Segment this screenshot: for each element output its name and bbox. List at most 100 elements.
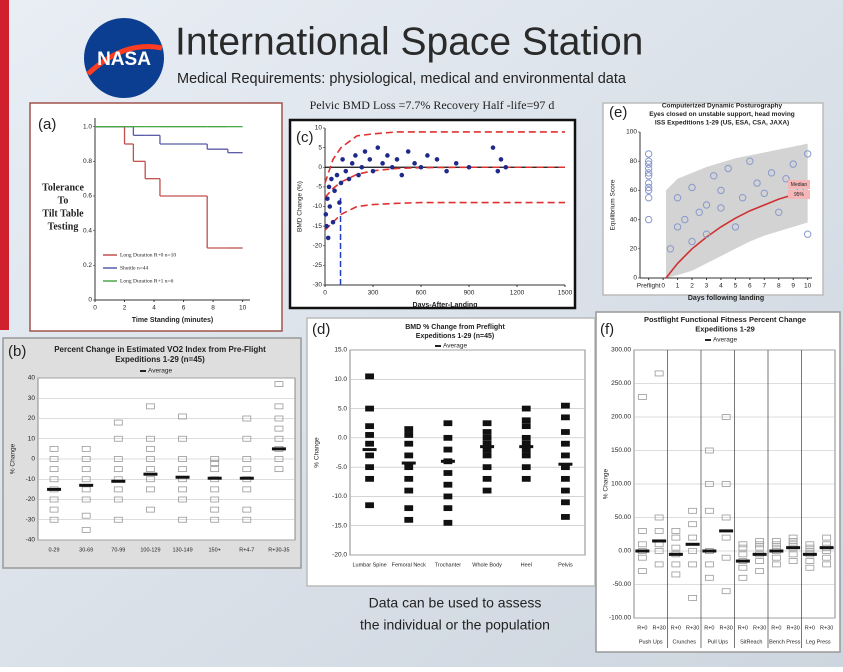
panel bbox=[288, 118, 577, 310]
legend-label: Long Duration R+1 n=6 bbox=[120, 278, 174, 284]
data-point bbox=[242, 486, 252, 493]
chart-title: Computerized Dynamic Posturography bbox=[662, 103, 783, 110]
y-tick-label: -30 bbox=[26, 516, 36, 523]
average-bar bbox=[702, 549, 717, 553]
data-point bbox=[721, 514, 731, 521]
data-point bbox=[443, 493, 453, 500]
y-tick-label: 0 bbox=[31, 456, 35, 463]
data-point bbox=[771, 538, 781, 544]
data-point bbox=[688, 548, 698, 554]
x-tick-label: 8 bbox=[211, 305, 215, 312]
data-point bbox=[644, 215, 653, 224]
x-tick-label: 1200 bbox=[510, 290, 525, 297]
data-point bbox=[755, 568, 765, 574]
x-tick-label: 0 bbox=[93, 305, 97, 312]
data-point bbox=[274, 425, 284, 432]
data-point bbox=[49, 476, 59, 483]
data-point bbox=[81, 486, 91, 493]
data-point bbox=[688, 534, 698, 541]
y-axis-label: Tolerance bbox=[42, 182, 84, 193]
x-tick-label: 100-129 bbox=[140, 547, 160, 553]
data-point bbox=[673, 194, 682, 202]
data-point bbox=[671, 528, 681, 534]
data-point bbox=[746, 157, 754, 165]
data-point bbox=[561, 452, 570, 459]
data-point bbox=[113, 496, 123, 503]
data-point bbox=[146, 403, 155, 410]
data-point bbox=[178, 456, 187, 462]
y-tick-label: 0 bbox=[318, 164, 322, 171]
data-point bbox=[704, 481, 714, 487]
data-point bbox=[561, 414, 570, 421]
y-tick-label: 5 bbox=[318, 144, 322, 151]
data-point bbox=[702, 230, 711, 238]
data-point bbox=[788, 534, 798, 541]
data-point bbox=[503, 164, 509, 170]
data-point bbox=[434, 157, 440, 162]
x-tick-label: 1 bbox=[676, 283, 680, 290]
plot-area bbox=[349, 349, 586, 556]
data-point bbox=[380, 161, 385, 166]
data-point bbox=[755, 558, 765, 564]
y-tick-label: -100.00 bbox=[609, 615, 631, 622]
data-point bbox=[644, 169, 653, 177]
data-point bbox=[721, 588, 731, 595]
data-point bbox=[717, 204, 725, 212]
data-point bbox=[210, 516, 220, 523]
data-point bbox=[561, 475, 570, 482]
fit-line bbox=[665, 189, 808, 279]
data-point bbox=[412, 161, 417, 166]
legend-label: Shuttle n=44 bbox=[120, 265, 149, 271]
data-point bbox=[81, 512, 91, 519]
average-bar bbox=[440, 459, 455, 463]
y-tick-label: 250.00 bbox=[611, 380, 631, 387]
data-point bbox=[755, 544, 765, 551]
data-point bbox=[385, 153, 390, 158]
average-bar bbox=[111, 479, 126, 483]
data-point bbox=[717, 186, 725, 195]
x-tick-label: 10 bbox=[804, 283, 812, 290]
x-tick-label: R+30 bbox=[820, 625, 833, 631]
chart-title: ISS Expeditions 1-29 (US, ESA, CSA, JAXA… bbox=[655, 120, 789, 127]
x-axis-label: Days-After-Landing bbox=[413, 302, 478, 309]
y-tick-label: 15.0 bbox=[334, 347, 347, 354]
x-tick-label: R+4-7 bbox=[239, 547, 254, 553]
data-point bbox=[775, 208, 783, 217]
x-tick-label: 0 bbox=[661, 283, 665, 290]
x-tick-label: Pelvis bbox=[558, 562, 573, 568]
data-point bbox=[49, 516, 59, 523]
data-point bbox=[805, 541, 815, 548]
x-tick-label: 150+ bbox=[208, 547, 220, 553]
legend-label: Average bbox=[713, 337, 737, 344]
data-point bbox=[242, 456, 252, 462]
y-axis-label: To bbox=[58, 195, 69, 206]
data-point bbox=[343, 168, 349, 174]
data-point bbox=[704, 507, 714, 514]
y-tick-label: 0.2 bbox=[83, 262, 92, 269]
data-point bbox=[644, 186, 653, 195]
data-point bbox=[822, 554, 832, 561]
x-tick-label: R+30 bbox=[652, 625, 665, 631]
data-point bbox=[404, 516, 414, 523]
data-point bbox=[365, 502, 374, 509]
x-axis-label: Days following landing bbox=[688, 295, 764, 302]
data-point bbox=[210, 466, 220, 473]
chart-title: Eyes closed on unstable support, head mo… bbox=[649, 111, 795, 118]
data-point bbox=[332, 188, 337, 194]
legend-box bbox=[788, 180, 810, 189]
data-point bbox=[521, 475, 531, 482]
data-point bbox=[788, 538, 798, 544]
x-tick-label: R+30 bbox=[719, 625, 732, 631]
data-point bbox=[325, 235, 331, 241]
data-point bbox=[444, 168, 449, 174]
data-point bbox=[654, 548, 664, 554]
data-point bbox=[644, 179, 653, 187]
y-tick-label: 0 bbox=[88, 297, 92, 304]
x-tick-label: Preflight bbox=[637, 283, 661, 290]
data-point bbox=[49, 466, 59, 473]
data-point bbox=[425, 153, 430, 158]
data-point bbox=[274, 381, 284, 387]
data-point bbox=[644, 150, 653, 158]
data-point bbox=[404, 487, 414, 494]
